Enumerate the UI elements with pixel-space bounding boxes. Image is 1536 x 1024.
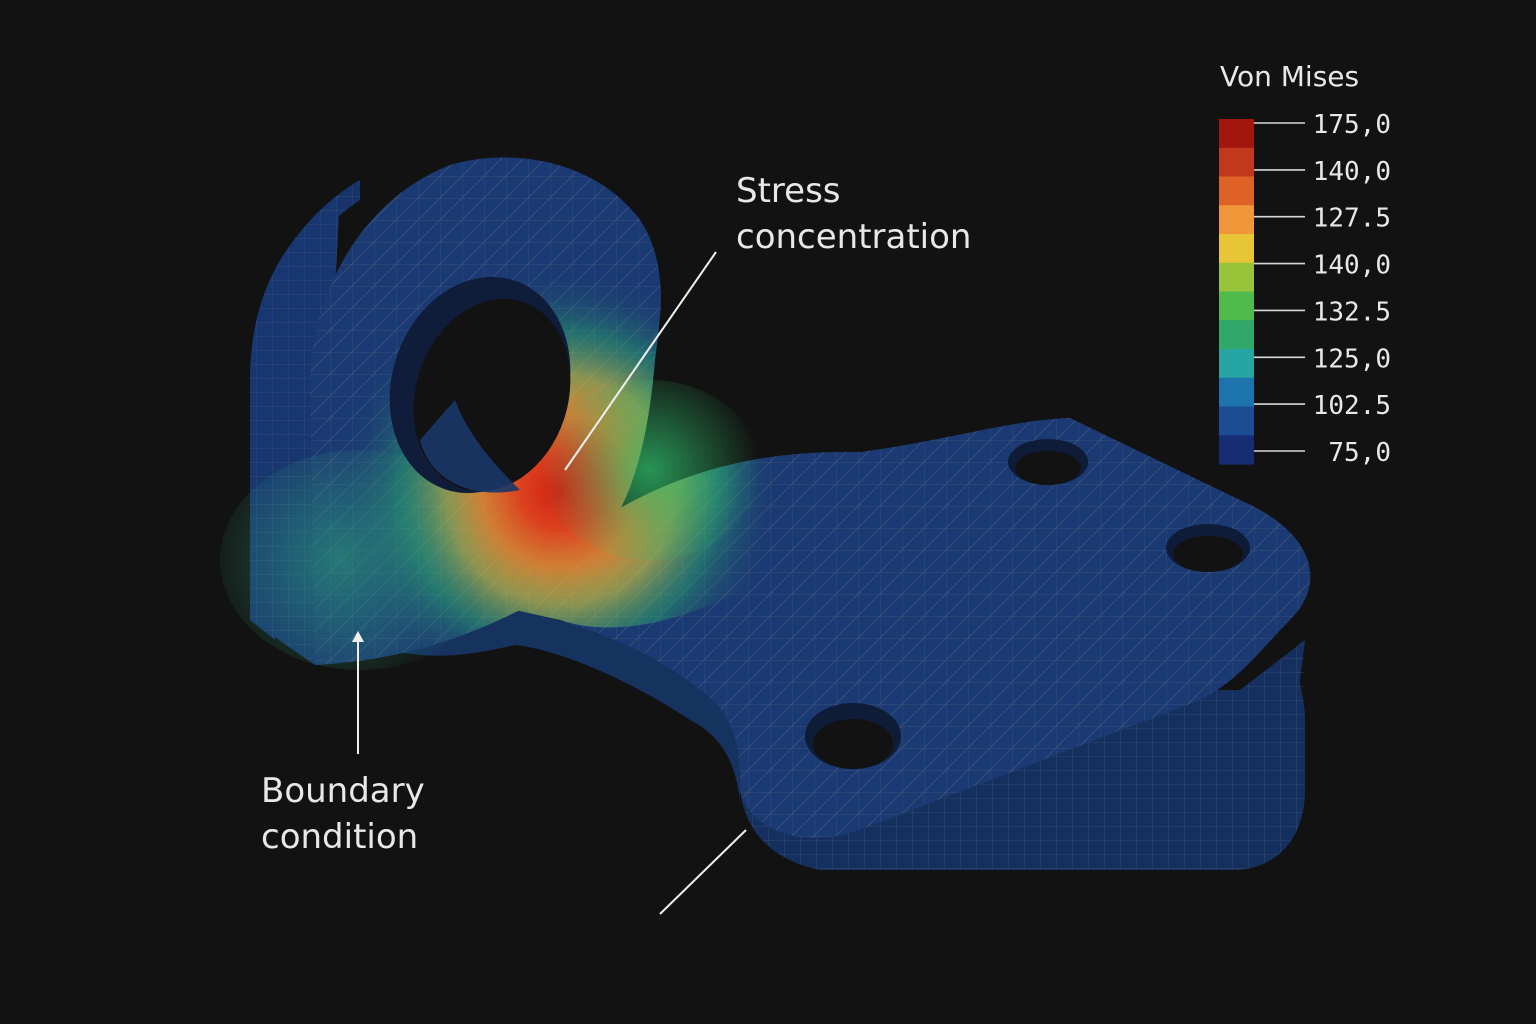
legend-color-bar <box>1219 119 1254 465</box>
legend-swatch <box>1219 176 1254 206</box>
legend-swatch <box>1219 147 1254 178</box>
arrow-head-icon <box>352 631 364 642</box>
legend-swatch <box>1219 406 1254 436</box>
legend-tick-label: 175,0 <box>1313 110 1391 140</box>
legend-title: Von Mises <box>1220 60 1359 93</box>
legend-ticks: 175,0 140,0 127.5 140,0 132.5 125,0 102.5 75,0 <box>1254 110 1391 468</box>
legend-swatch <box>1219 377 1254 408</box>
legend-tick-label: 140,0 <box>1313 251 1391 281</box>
leader-line <box>564 251 717 471</box>
callout-boundary-condition: Boundary condition <box>261 631 425 857</box>
callout-stress-concentration: Stress concentration <box>564 171 971 471</box>
legend-swatch <box>1219 435 1254 465</box>
legend-swatch <box>1219 349 1254 379</box>
leader-line-unlabeled <box>659 829 747 915</box>
legend-swatch <box>1219 262 1254 293</box>
legend-tick-label: 140,0 <box>1313 157 1391 187</box>
legend-swatch <box>1219 205 1254 235</box>
legend-tick-label: 125,0 <box>1313 344 1391 374</box>
mount-hole-1 <box>1008 439 1088 485</box>
mount-hole-2 <box>1166 524 1250 572</box>
legend-swatch <box>1219 320 1254 350</box>
callout-label-line2: concentration <box>736 217 971 257</box>
neck-front-face <box>360 600 740 800</box>
legend-tick-label: 102.5 <box>1313 391 1391 421</box>
legend-tick-label: 132.5 <box>1313 297 1391 327</box>
legend-swatch <box>1219 291 1254 321</box>
legend-swatch <box>1219 234 1254 264</box>
mount-hole-3 <box>805 703 901 769</box>
von-mises-legend: Von Mises 175,0 140,0 127.5 140,0 132.5 125,0… <box>1219 60 1391 468</box>
callout-label-line2: condition <box>261 817 418 857</box>
callout-label-line1: Boundary <box>261 771 425 811</box>
bracket-part <box>220 157 1311 870</box>
callout-label-line1: Stress <box>736 171 841 211</box>
legend-swatch <box>1219 119 1254 149</box>
legend-tick-label: 127.5 <box>1313 204 1391 234</box>
legend-tick-label: 75,0 <box>1328 438 1391 468</box>
